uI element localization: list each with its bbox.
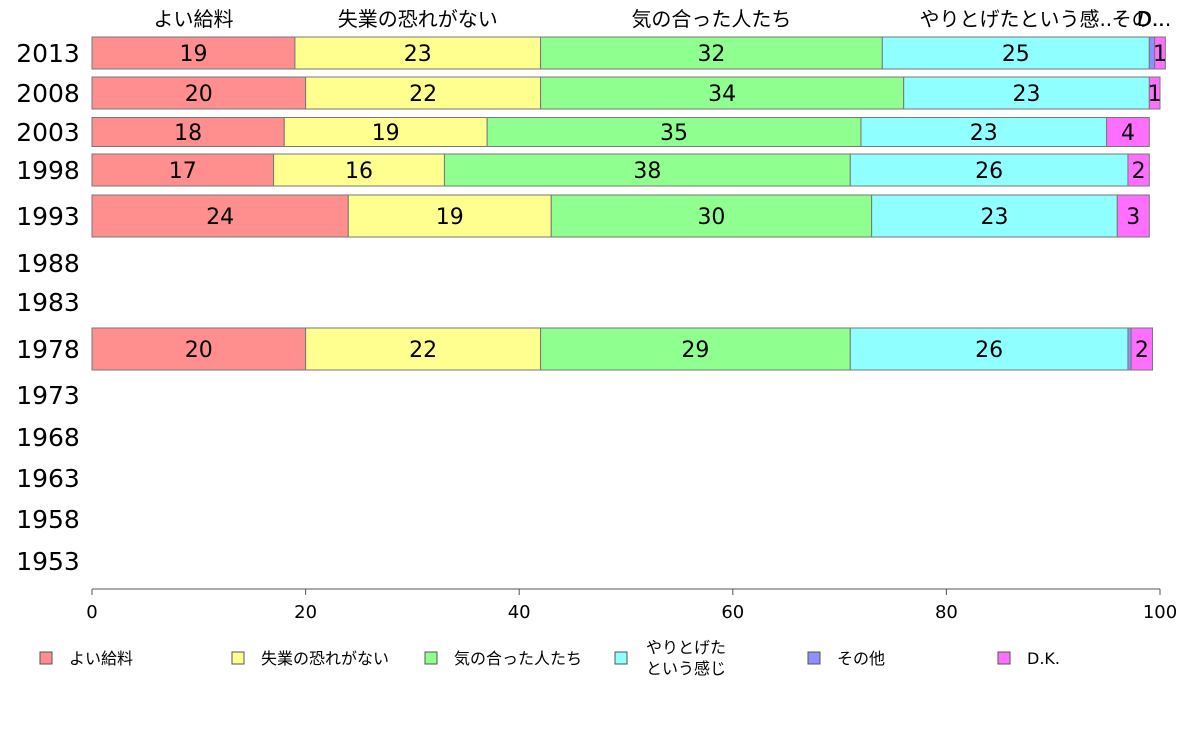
bar-value-label: 23 [1013, 82, 1041, 107]
bar-value-label: 17 [169, 159, 197, 184]
legend-label: という感じ [646, 659, 726, 678]
bar-value-label: 3 [1126, 205, 1140, 230]
bar-segment [305, 327, 542, 371]
legend-swatch [424, 651, 438, 665]
legend-swatch [39, 651, 53, 665]
year-label: 1968 [16, 423, 80, 452]
bar-segment [1106, 117, 1150, 147]
bar-segment [903, 76, 1150, 110]
bar-segment [91, 117, 285, 147]
bar-value-label: 23 [970, 121, 998, 146]
year-label: 2013 [16, 39, 80, 68]
year-label: 1988 [16, 249, 80, 278]
bar-value-label: 19 [179, 42, 207, 67]
year-label: 1998 [16, 156, 80, 185]
bar-value-label: 20 [185, 338, 213, 363]
legend-label: 失業の恐れがない [261, 649, 389, 668]
bar-segment [849, 153, 1129, 187]
bar-value-label: 19 [372, 121, 400, 146]
bar-segment [1130, 327, 1154, 371]
x-tick-label: 0 [86, 602, 97, 623]
bar-segment [91, 327, 307, 371]
x-tick-label: 40 [508, 602, 531, 623]
bar-segment [305, 76, 542, 110]
bar-segment [540, 76, 905, 110]
bar-value-label: 1 [1148, 82, 1162, 107]
year-label: 2008 [16, 79, 80, 108]
year-label: 1983 [16, 288, 80, 317]
bar-value-label: 23 [404, 42, 432, 67]
bar-segment [1148, 76, 1161, 110]
legend-label: その他 [837, 649, 885, 668]
bar-segment [91, 36, 296, 70]
bar-value-label: 38 [633, 159, 661, 184]
bar-value-label: 22 [409, 338, 437, 363]
year-label: 1978 [16, 335, 80, 364]
bar-segment [871, 194, 1118, 238]
legend-label: 気の合った人たち [454, 649, 582, 668]
legend-label: よい給料 [69, 649, 133, 668]
bar-value-label: 2 [1135, 338, 1149, 363]
bar-segment [881, 36, 1150, 70]
x-tick-label: 20 [294, 602, 317, 623]
bar-segment [347, 194, 552, 238]
bar-segment [849, 327, 1129, 371]
x-tick-label: 80 [935, 602, 958, 623]
bar-value-label: 18 [174, 121, 202, 146]
legend-label: やりとげた [646, 638, 726, 657]
legend-swatch [231, 651, 245, 665]
legend-swatch [997, 651, 1011, 665]
top-column-label: やりとげたという感.. [919, 7, 1112, 31]
legend-swatch [807, 651, 821, 665]
bar-segment [540, 36, 883, 70]
bar-segment [443, 153, 851, 187]
bar-segment [1116, 194, 1150, 238]
year-label: 2003 [16, 118, 80, 147]
top-column-label: 気の合った人たち [631, 7, 791, 31]
bar-segment [860, 117, 1108, 147]
bar-segment [486, 117, 862, 147]
year-label: 1958 [16, 505, 80, 534]
x-tick-label: 100 [1143, 602, 1177, 623]
year-label: 1973 [16, 381, 80, 410]
top-column-label: その.. [1112, 7, 1165, 31]
bar-value-label: 26 [975, 159, 1003, 184]
bar-segment [294, 36, 542, 70]
bar-segment [91, 194, 349, 238]
bar-segment [540, 327, 851, 371]
bar-value-label: 24 [206, 205, 234, 230]
bar-value-label: 1 [1153, 42, 1167, 67]
bar-value-label: 35 [660, 121, 688, 146]
legend-swatch [614, 651, 628, 665]
bar-value-label: 34 [708, 82, 736, 107]
bar-value-label: 2 [1132, 159, 1146, 184]
bar-value-label: 20 [185, 82, 213, 107]
bar-segment [1154, 36, 1166, 70]
year-label: 1993 [16, 202, 80, 231]
year-label: 1953 [16, 547, 80, 576]
bar-value-label: 29 [681, 338, 709, 363]
year-label: 1963 [16, 464, 80, 493]
bar-value-label: 22 [409, 82, 437, 107]
legend-label: D.K. [1027, 649, 1060, 668]
bar-value-label: 4 [1121, 121, 1135, 146]
bar-segment [91, 76, 307, 110]
bar-value-label: 30 [697, 205, 725, 230]
top-column-label: D... [1137, 7, 1171, 31]
bar-segment [91, 153, 275, 187]
bar-segment [550, 194, 873, 238]
top-column-label: 失業の恐れがない [338, 7, 498, 31]
bar-segment [273, 153, 445, 187]
bar-value-label: 23 [980, 205, 1008, 230]
bar-value-label: 19 [436, 205, 464, 230]
bar-value-label: 25 [1002, 42, 1030, 67]
bar-value-label: 26 [975, 338, 1003, 363]
top-column-label: よい給料 [153, 7, 233, 31]
bar-segment [1127, 153, 1150, 187]
bar-value-label: 32 [697, 42, 725, 67]
x-tick-label: 60 [721, 602, 744, 623]
bar-value-label: 16 [345, 159, 373, 184]
